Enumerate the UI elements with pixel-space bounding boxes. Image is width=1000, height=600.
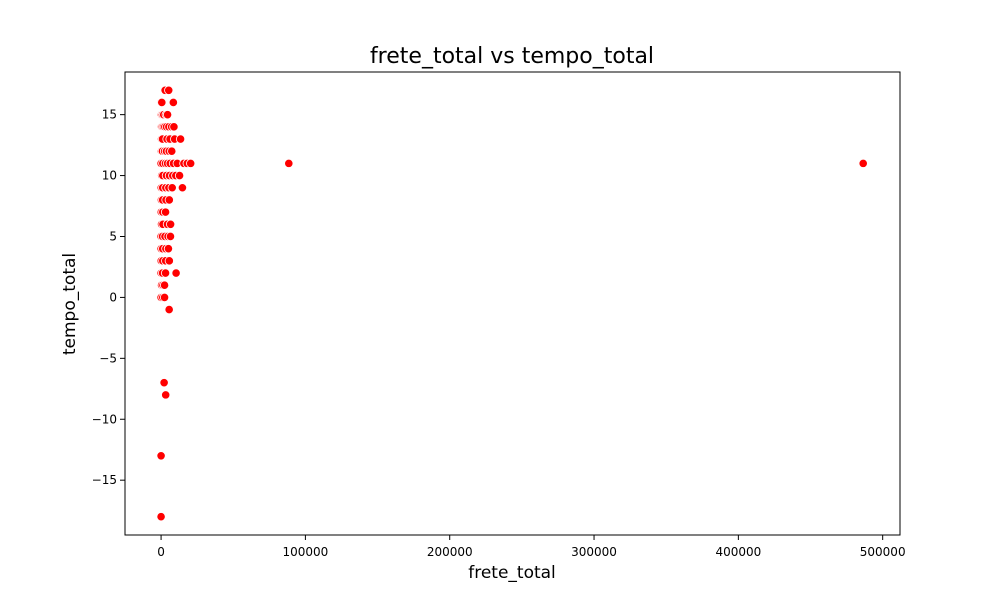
scatter-point [175,134,186,144]
scatter-point [159,378,169,388]
scatter-point [162,110,173,120]
scatter-point [167,183,177,193]
y-tick-label: −10 [92,412,117,426]
scatter-point [166,219,176,229]
scatter-point [171,268,181,278]
scatter-point [174,170,185,181]
plot-area: 0 100000 200000 300000 400000 500000 −15 −10 −5… [92,71,906,559]
scatter-point [164,195,174,205]
scatter-point [160,207,171,217]
scatter-point [161,390,171,400]
y-tick-label: 0 [109,290,117,304]
x-axis-ticks: 0 100000 200000 300000 400000 500000 [157,535,906,559]
scatter-point [164,304,174,315]
scatter-point [177,183,188,193]
scatter-point [157,97,167,108]
y-tick-label: 15 [102,108,117,122]
scatter-point [164,256,174,266]
y-tick-label: −15 [92,473,117,487]
x-tick-label: 100000 [282,545,328,559]
x-tick-label: 300000 [571,545,617,559]
x-tick-label: 0 [157,545,165,559]
scatter-point [168,97,178,108]
scatter-point [163,244,174,254]
scatter-point [156,451,166,461]
x-tick-label: 500000 [860,545,906,559]
scatter-point [160,268,171,278]
data-points [156,85,868,522]
y-tick-label: −5 [99,351,117,365]
chart-title: frete_total vs tempo_total [370,44,654,69]
scatter-point [164,85,174,95]
scatter-point [159,280,170,290]
scatter-point [169,122,179,132]
scatter-point [284,158,294,168]
y-axis-ticks: −15 −10 −5 0 5 10 15 [92,108,125,487]
y-tick-label: 10 [102,169,117,183]
scatter-point [186,158,196,168]
x-tick-label: 400000 [715,545,761,559]
scatter-point [159,292,170,303]
plot-frame [124,71,901,536]
y-axis-title: tempo_total [60,253,80,355]
scatter-point [858,158,868,168]
scatter-point [156,512,166,522]
scatter-point [165,231,176,242]
x-axis-title: frete_total [468,563,556,583]
y-tick-label: 5 [109,229,117,243]
x-tick-label: 200000 [427,545,473,559]
scatter-point [167,146,177,156]
